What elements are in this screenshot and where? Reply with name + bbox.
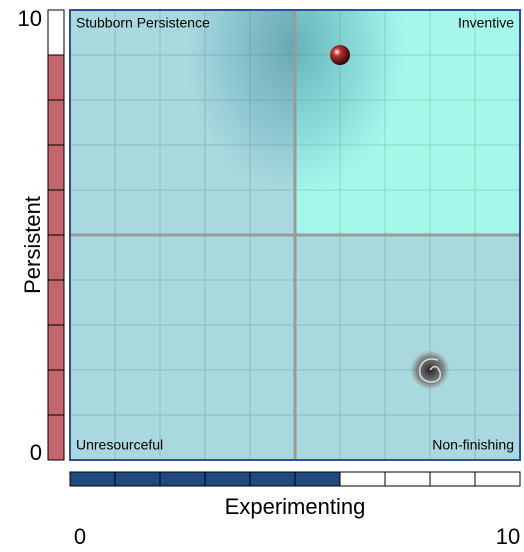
- x-meter-border: [69, 471, 521, 487]
- y-tick-label: 0: [30, 440, 42, 465]
- y-axis-label: Persistent: [20, 196, 45, 294]
- x-tick-label: 0: [74, 524, 86, 549]
- x-axis-label: Experimenting: [225, 494, 366, 519]
- marker-ball: [330, 45, 350, 65]
- y-meter-fill: [48, 55, 64, 460]
- quadrant-label: Stubborn Persistence: [76, 15, 210, 31]
- quadrant-label: Inventive: [458, 15, 514, 31]
- x-tick-label: 10: [496, 524, 520, 549]
- spiral-arm: [418, 358, 442, 383]
- y-tick-label: 10: [18, 6, 42, 31]
- quadrant-label: Non-finishing: [432, 437, 514, 453]
- y-meter-border: [47, 9, 65, 461]
- marker-spiral: [410, 350, 450, 390]
- quadrant-label: Unresourceful: [76, 437, 163, 453]
- plot-border: [69, 9, 521, 461]
